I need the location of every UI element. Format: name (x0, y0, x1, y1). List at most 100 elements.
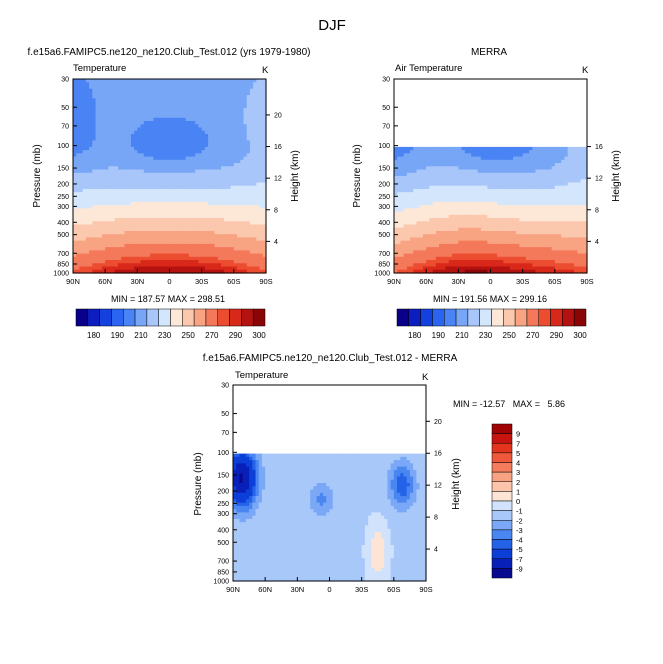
model-contour-cell (166, 91, 171, 96)
merra-contour-cell (439, 146, 443, 151)
model-contour-cell (192, 253, 196, 258)
model-contour-cell (217, 117, 222, 122)
model-contour-cell (172, 137, 177, 142)
model-contour-cell (259, 172, 264, 177)
model-contour-cell (166, 163, 171, 167)
merra-contour-cell (484, 146, 488, 151)
model-contour-cell (201, 179, 206, 184)
model-contour-cell (230, 79, 235, 83)
model-contour-cell (169, 95, 174, 99)
model-contour-cell (73, 230, 77, 235)
model-contour-cell (101, 137, 106, 142)
merra-contour-cell (561, 153, 566, 158)
merra-contour-cell (455, 188, 459, 193)
model-contour-cell (169, 218, 174, 222)
model-contour-cell (101, 243, 106, 248)
model-contour-cell (243, 146, 248, 151)
model-contour-cell (211, 227, 216, 232)
merra-contour-cell (480, 185, 485, 190)
merra-contour-cell (548, 201, 553, 206)
merra-contour-cell (561, 166, 566, 171)
model-contour-cell (134, 95, 138, 99)
model-contour-cell (105, 185, 109, 190)
model-contour-cell (150, 214, 155, 219)
merra-contour-cell (529, 179, 533, 184)
merra-contour-cell (567, 176, 572, 180)
model-contour-cell (89, 227, 93, 232)
merra-contour-cell (442, 188, 447, 193)
merra-contour-cell (580, 153, 585, 158)
model-contour-cell (114, 247, 119, 251)
merra-contour-cell (503, 166, 508, 171)
model-contour-cell (114, 114, 119, 119)
merra-contour-cell (413, 205, 418, 209)
merra-contour-cell (493, 192, 498, 196)
model-contour-cell (237, 195, 241, 200)
model-contour-cell (233, 108, 238, 112)
model-contour-cell (243, 256, 248, 261)
merra-contour-cell (400, 146, 405, 151)
model-contour-cell (249, 101, 254, 106)
model-contour-cell (108, 127, 113, 132)
model-contour-cell (150, 263, 155, 268)
model-contour-cell (79, 127, 84, 132)
model-contour-cell (153, 224, 158, 229)
merra-contour-cell (516, 188, 521, 193)
model-contour-cell (224, 153, 228, 158)
model-contour-cell (262, 91, 267, 96)
merra-contour-cell (522, 163, 527, 167)
model-contour-cell (111, 263, 116, 268)
model-contour-cell (179, 263, 183, 268)
merra-contour-cell (574, 201, 578, 206)
model-contour-cell (127, 150, 132, 154)
model-contour-cell (137, 266, 142, 271)
model-contour-cell (153, 104, 158, 109)
model-contour-cell (73, 114, 77, 119)
model-contour-cell (156, 108, 161, 112)
model-contour-cell (253, 159, 257, 164)
model-contour-cell (95, 159, 100, 164)
model-contour-cell (127, 166, 132, 171)
model-contour-cell (220, 166, 225, 171)
merra-contour-cell (413, 156, 418, 161)
merra-contour-cell (442, 163, 447, 167)
model-contour-cell (153, 146, 158, 151)
model-contour-cell (163, 182, 167, 187)
merra-contour-cell (545, 156, 549, 161)
model-contour-cell (217, 95, 222, 99)
merra-contour-cell (564, 198, 569, 203)
merra-contour-cell (509, 205, 514, 209)
model-contour-cell (166, 205, 171, 209)
merra-contour-cell (484, 205, 488, 209)
model-contour-cell (259, 237, 264, 242)
model-contour-cell (227, 85, 232, 90)
merra-contour-cell (426, 150, 430, 154)
model-contour-cell (253, 269, 257, 274)
merra-contour-cell (419, 182, 424, 187)
model-contour-cell (208, 104, 212, 109)
model-contour-cell (233, 250, 238, 255)
model-contour-cell (211, 114, 216, 119)
merra-contour-cell (410, 176, 414, 180)
model-contour-cell (137, 137, 142, 142)
model-contour-cell (179, 243, 183, 248)
merra-contour-cell (400, 218, 405, 222)
model-contour-cell (192, 208, 196, 213)
model-contour-cell (121, 82, 126, 87)
merra-contour-cell (413, 179, 418, 184)
model-contour-cell (195, 201, 200, 206)
model-contour-cell (153, 237, 158, 242)
model-contour-cell (137, 208, 142, 213)
model-contour-cell (82, 121, 87, 125)
model-contour-cell (243, 159, 248, 164)
merra-contour-cell (406, 156, 411, 161)
model-contour-cell (95, 247, 100, 251)
merra-contour-cell (503, 163, 508, 167)
model-contour-cell (185, 150, 190, 154)
model-contour-cell (240, 82, 245, 87)
model-contour-cell (175, 230, 180, 235)
merra-contour-cell (471, 198, 476, 203)
model-contour-cell (172, 79, 177, 83)
merra-contour-cell (583, 156, 588, 161)
model-contour-cell (172, 91, 177, 96)
